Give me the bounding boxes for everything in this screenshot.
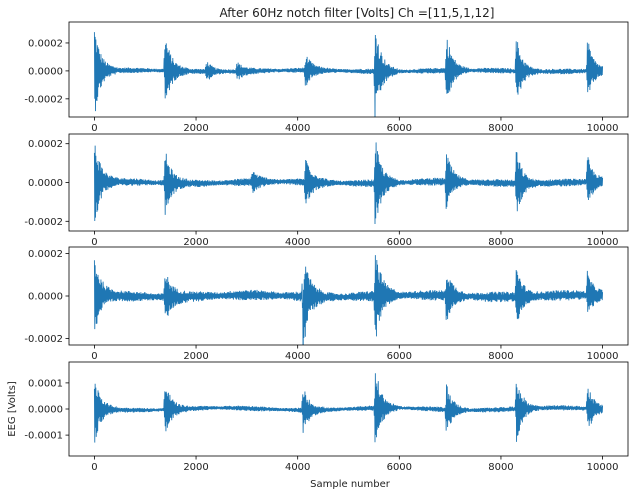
subplot-1: 0 2000 4000 6000 8000 10000 0.0002 0.0000 -0.000… (24, 21, 629, 134)
y-tick-label: 0.0002 (28, 249, 63, 260)
y-axis-label: EEG [Volts] (7, 381, 18, 437)
x-tick-label: 6000 (387, 237, 412, 248)
subplot-3: 0 2000 4000 6000 8000 10000 0.0002 0.0000 -0.000… (24, 246, 629, 362)
chart-title: After 60Hz notch filter [Volts] Ch =[11,… (220, 6, 495, 20)
axes-frame (68, 21, 629, 118)
x-tick-label: 6000 (387, 123, 412, 134)
x-tick-label: 4000 (285, 237, 310, 248)
x-tick-label: 2000 (183, 351, 208, 362)
eeg-signal-line (93, 373, 604, 443)
eeg-signal-line (93, 32, 604, 117)
x-tick-label: 10000 (587, 351, 619, 362)
x-tick-label: 6000 (387, 351, 412, 362)
x-tick-label: 4000 (285, 351, 310, 362)
x-tick-label: 2000 (183, 462, 208, 473)
y-tick-label: 0.0000 (28, 178, 63, 189)
x-tick-label: 2000 (183, 123, 208, 134)
x-tick-label: 10000 (587, 462, 619, 473)
eeg-signal-line (93, 255, 604, 345)
x-tick-label: 0 (91, 237, 97, 248)
x-tick-label: 10000 (587, 123, 619, 134)
y-tick-label: -0.0002 (24, 217, 63, 228)
x-axis-label: Sample number (310, 479, 391, 490)
eeg-signal-line (93, 142, 604, 224)
subplot-2: 0 2000 4000 6000 8000 10000 0.0002 0.0000 -0.000… (24, 133, 629, 248)
x-tick-label: 8000 (488, 123, 513, 134)
y-tick-label: 0.0000 (28, 292, 63, 303)
x-tick-label: 8000 (488, 237, 513, 248)
x-tick-label: 0 (91, 462, 97, 473)
y-tick-label: 0.0000 (28, 405, 63, 416)
x-tick-label: 4000 (285, 462, 310, 473)
x-tick-label: 8000 (488, 462, 513, 473)
subplot-4: 0 2000 4000 6000 8000 10000 0.0001 0.0000 -0.000… (24, 361, 629, 473)
y-tick-label: 0.0002 (28, 139, 63, 150)
x-tick-label: 6000 (387, 462, 412, 473)
subplot-panels: 0 2000 4000 6000 8000 10000 0.0002 0.0000 -0.000… (24, 21, 629, 473)
x-tick-label: 0 (91, 351, 97, 362)
y-tick-label: -0.0002 (24, 94, 63, 105)
x-tick-label: 4000 (285, 123, 310, 134)
y-tick-label: 0.0001 (28, 378, 63, 389)
y-tick-label: 0.0002 (28, 38, 63, 49)
x-tick-label: 2000 (183, 237, 208, 248)
x-tick-label: 8000 (488, 351, 513, 362)
y-tick-label: 0.0000 (28, 66, 63, 77)
y-tick-label: -0.0002 (24, 334, 63, 345)
y-tick-label: -0.0001 (24, 431, 63, 442)
x-tick-label: 10000 (587, 237, 619, 248)
x-tick-label: 0 (91, 123, 97, 134)
